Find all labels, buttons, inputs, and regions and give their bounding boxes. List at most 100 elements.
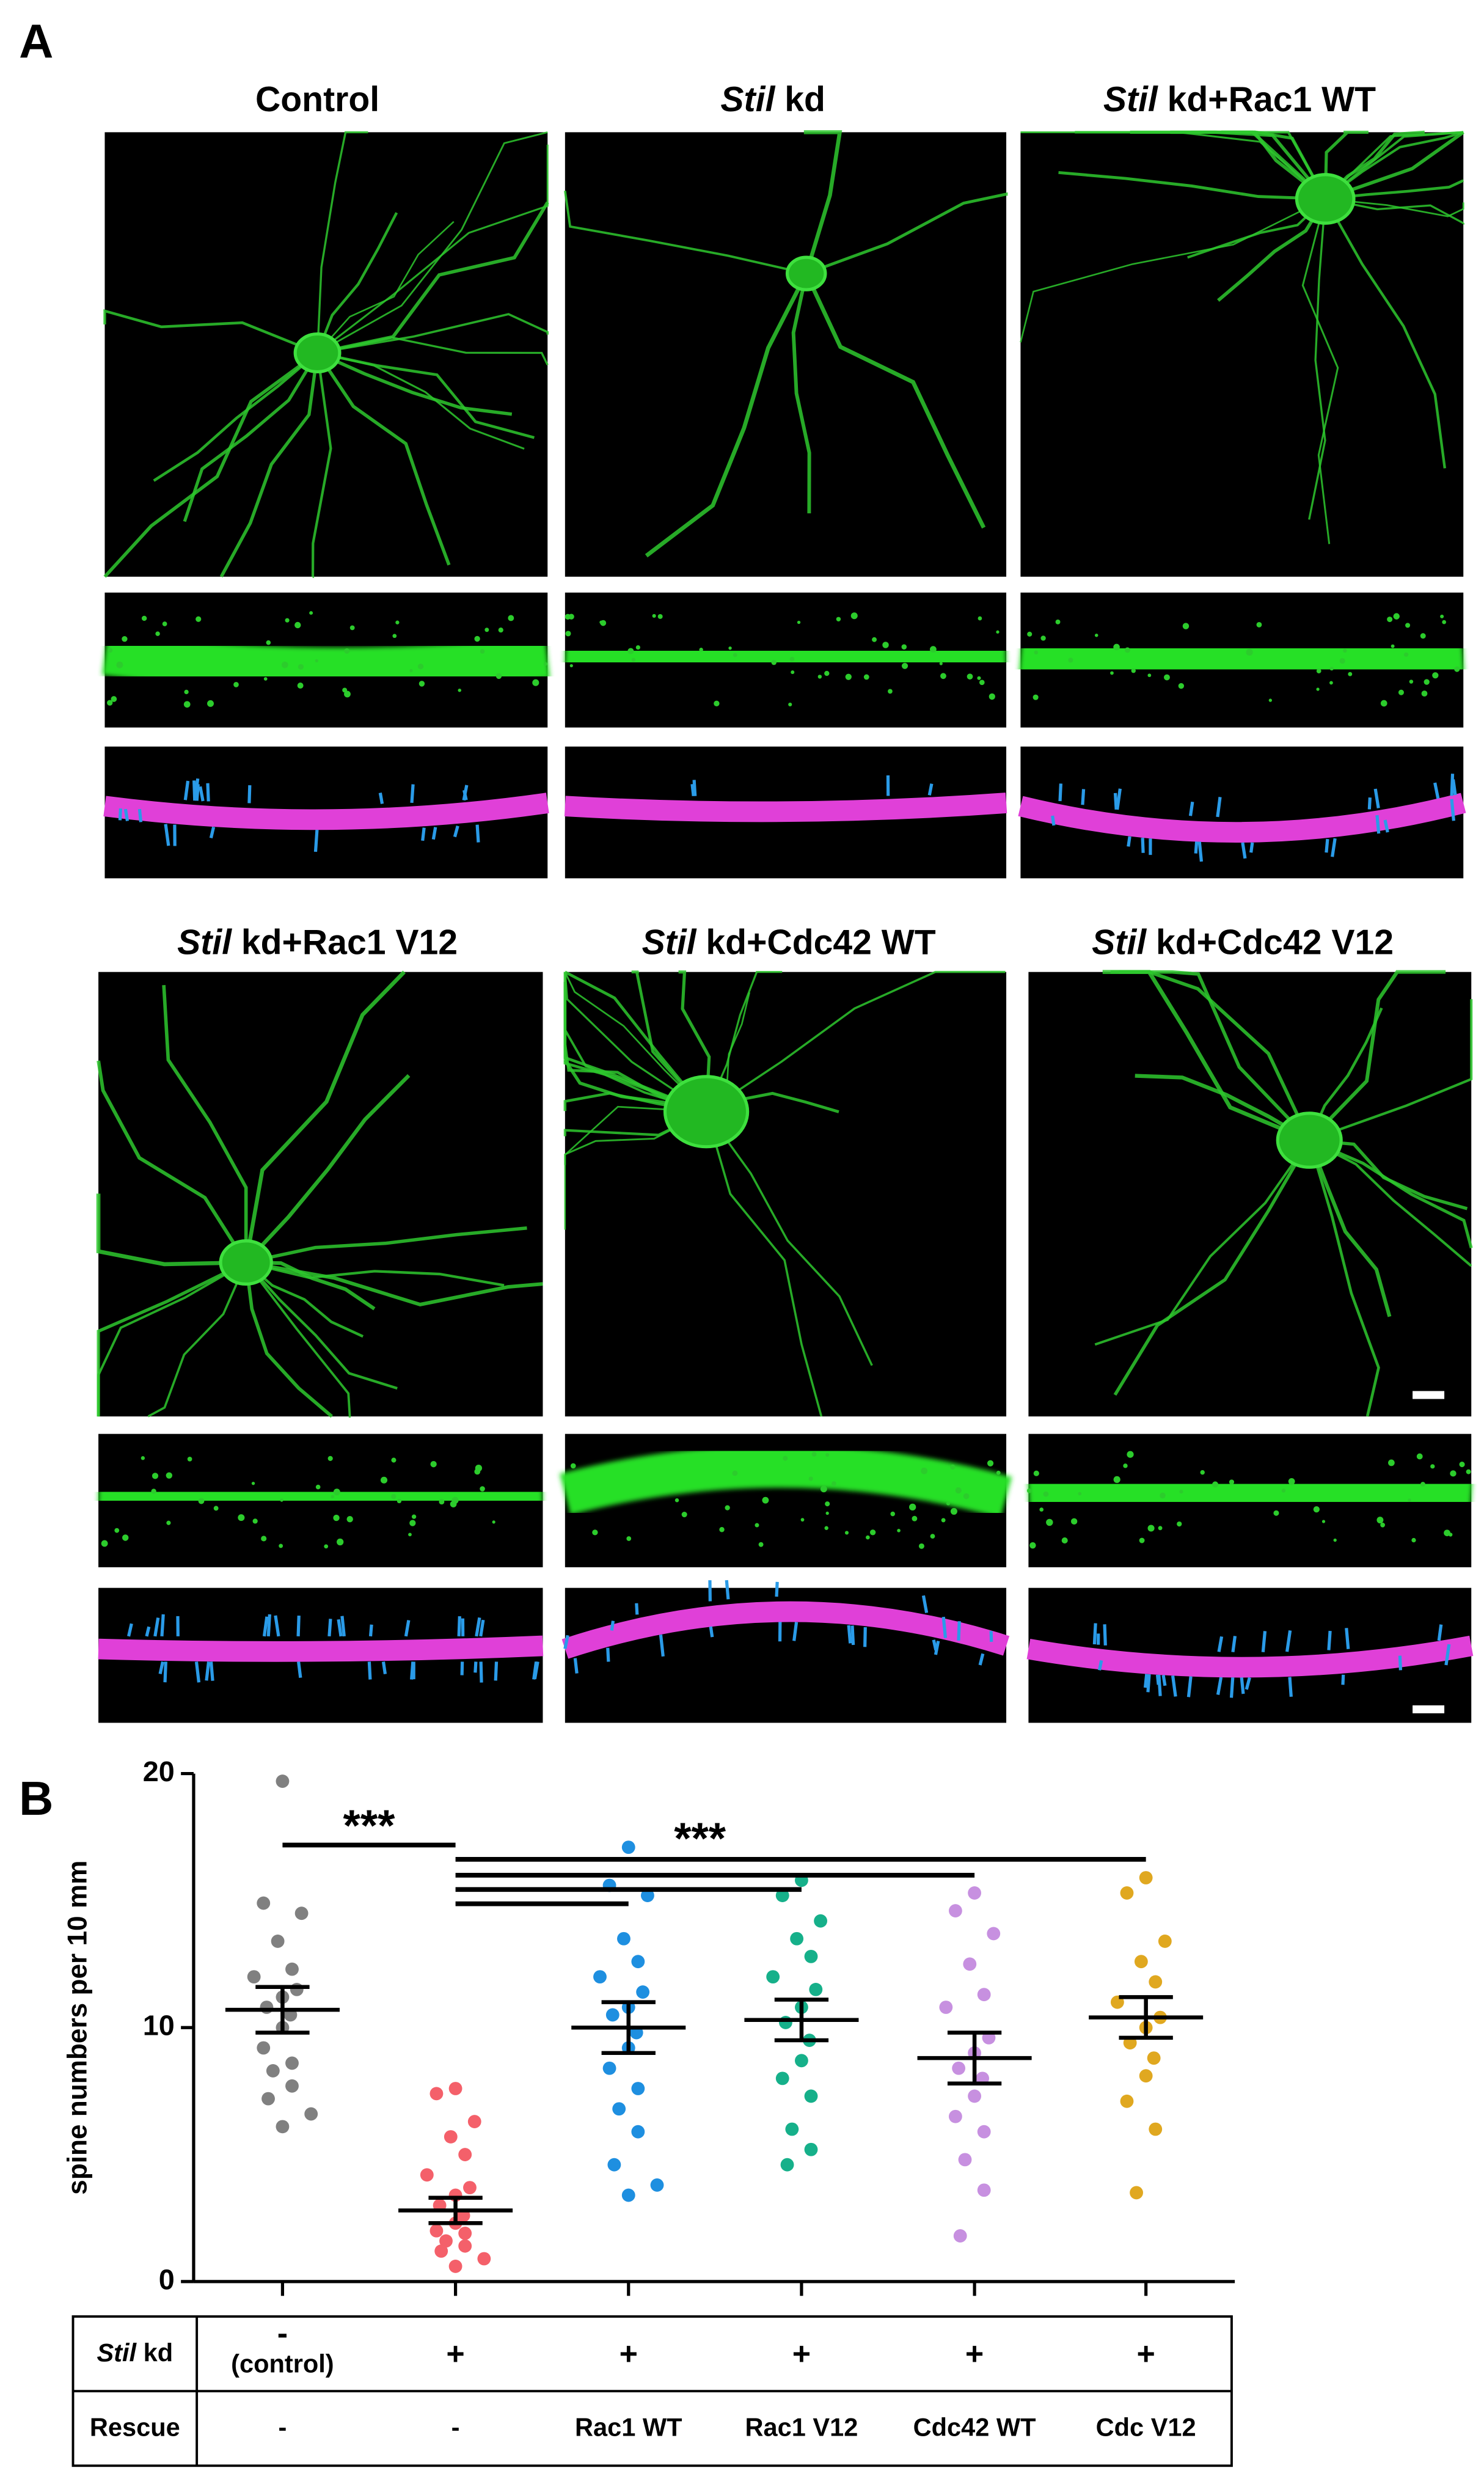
spine-speck [324,1544,329,1549]
spine-speck [1078,1492,1082,1496]
dendrite [244,970,406,1263]
spine-speck [1421,690,1428,697]
spine-speck [480,649,485,654]
spine-speck [1430,1464,1435,1469]
spine [367,1661,372,1680]
scale-bar [1413,1705,1445,1713]
spine [1058,783,1062,802]
spine [199,786,205,802]
spine-speck [408,1532,412,1537]
spine-speck [391,1494,397,1499]
spine-speck [233,682,239,687]
spine-speck [800,1518,805,1522]
spine-speck [1040,635,1046,641]
table-cell: + [792,2337,811,2372]
spine [183,780,190,800]
spine [1240,1677,1245,1694]
data-point [602,2061,616,2075]
micrograph [565,132,1007,577]
spine [475,1617,481,1637]
spine-speck [183,701,191,708]
y-tick-label: 0 [159,2263,175,2295]
spine [297,1661,302,1678]
spine-speck [1281,1489,1286,1493]
table-cell: Rac1 V12 [745,2412,858,2441]
spine-speck [309,611,313,615]
spine-speck [909,1503,916,1510]
control-note: (control) [231,2349,334,2378]
dendrite [1308,970,1446,1142]
dendrite [1325,131,1464,201]
spine-speck [950,1507,957,1515]
spine-speck [1393,613,1400,620]
spine-speck [657,613,663,619]
spine-speck [1256,621,1262,628]
spine-speck [955,1487,962,1494]
spine [192,780,197,801]
spine-speck [825,1511,829,1515]
spine [194,1661,201,1683]
spine-speck [836,617,841,622]
data-point [631,2082,645,2095]
spine-speck [811,1451,817,1457]
panel-title: Stil kd+Cdc42 V12 [1092,923,1394,962]
spine-speck [337,1538,344,1546]
spine [209,826,216,839]
data-point [1134,1955,1148,1969]
row-label: Rescue [90,2412,180,2441]
data-point [977,1988,991,2002]
spine [921,1595,929,1613]
spine-speck [1391,644,1395,648]
spine-speck [940,673,946,679]
spine-speck [755,1523,759,1528]
spine-speck [1466,1469,1471,1474]
spine-speck [890,1511,896,1517]
data-point [477,2252,491,2266]
spine-speck [151,1489,156,1494]
spine-speck [1416,1453,1423,1460]
dendrite [1325,197,1464,225]
spine [462,789,468,800]
spine-speck [207,700,214,707]
spine-speck [732,1470,738,1476]
spine [1325,838,1329,853]
data-point [276,2120,290,2134]
spine-speck [1424,679,1430,685]
spine [725,1580,730,1600]
data-point [621,1840,635,1855]
dendrite [246,1226,527,1264]
dendrite [316,131,548,354]
panel-title: Stil kd+Cdc42 WT [642,923,936,962]
spine-speck [901,644,907,650]
spine-speck [1094,633,1098,637]
spine-speck [872,637,877,642]
data-point [775,1889,789,1903]
spine-speck [882,642,889,648]
data-point [271,1935,285,1948]
soma [219,1239,273,1286]
spine [709,1626,714,1638]
dendrite [96,1193,246,1267]
dendrite [316,351,513,416]
data-point [605,2008,620,2022]
spine-speck [1179,1490,1183,1494]
spine-speck [252,1518,258,1524]
dendrite [805,192,1008,275]
spine [431,827,437,840]
spine-speck [508,615,514,621]
spine [1331,838,1337,857]
dendrite [162,985,248,1263]
dendrite [705,1111,823,1417]
spine [164,824,170,846]
spine [1444,1644,1451,1666]
dendrite-segment [1027,1467,1473,1519]
spine-speck [946,1501,951,1506]
dendrite [97,1261,247,1417]
spine-speck [116,661,123,668]
spine-speck [162,621,167,626]
spine-speck [430,1461,437,1468]
spine-speck [820,1485,827,1493]
dendrite [706,970,1006,1113]
spine-speck [569,664,573,668]
dendrite [1130,130,1327,200]
